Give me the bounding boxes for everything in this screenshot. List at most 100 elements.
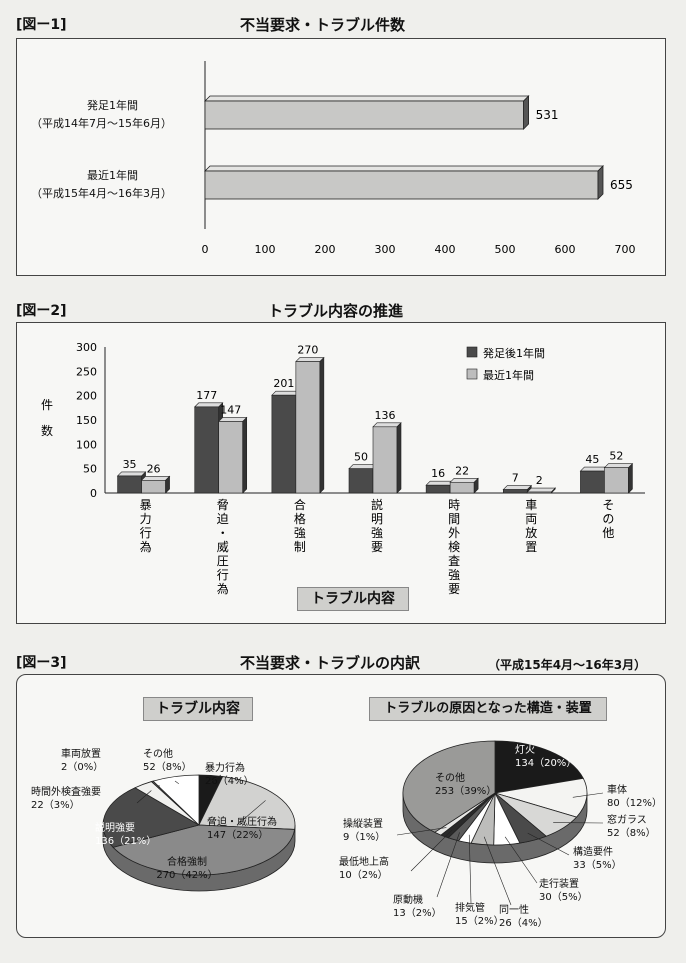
fig3-pie1-pct-6: 52（8%） (143, 761, 192, 773)
fig1-value-1: 655 (610, 178, 633, 192)
fig2-value-0-6: 45 (585, 453, 599, 466)
fig3-pie2-pct-3: 33（5%） (573, 859, 622, 871)
fig2-bar-0-5 (502, 489, 528, 494)
fig2-value-0-4: 16 (431, 467, 445, 480)
fig1-xtick-1: 100 (255, 243, 276, 256)
fig2-bar-top-1-1 (217, 417, 248, 422)
fig2-bar-1-4 (449, 481, 475, 494)
fig3-pie2-slice-0 (494, 740, 584, 794)
fig3-pie2-label-2: 窓ガラス (607, 813, 647, 826)
fig3-pie2-leader-5 (483, 836, 512, 906)
fig2-value-1-2: 270 (297, 344, 318, 357)
fig3-charts: 暴力行為26（4%）脅迫・威圧行為147（22%）合格強制270（42%）説明強… (31, 740, 662, 929)
fig1-bar-0 (204, 100, 525, 130)
fig1-value-0: 531 (536, 108, 559, 122)
fig2-xtick-6-char-2: 他 (602, 526, 614, 540)
fig2-xtick-0-char-3: 為 (140, 540, 152, 554)
fig2-bar-top-1-4 (449, 477, 479, 483)
fig2-bar-1-5 (526, 491, 552, 494)
fig3-pie1-leader-0 (208, 774, 222, 784)
fig3-pie2-slice-10 (402, 740, 496, 833)
fig2-xtick-6-char-1: の (602, 512, 614, 526)
fig2-xtick-5-char-1: 両 (525, 512, 537, 526)
fig2-bar-0-0 (117, 475, 142, 494)
fig3-pie1-label-1: 脅迫・威圧行為 (207, 815, 277, 828)
fig2-value-0-2: 201 (273, 377, 294, 390)
fig3-pie2-label-3: 構造要件 (573, 845, 613, 858)
fig3-pie1-leader-6 (174, 780, 180, 785)
fig2-legend-label-1: 最近1年間 (483, 368, 534, 382)
fig2-bar-1-2 (295, 361, 321, 494)
fig3-pie2-label-10: その他 (435, 771, 465, 784)
fig2-ytick-0: 0 (90, 487, 97, 500)
fig2-bar-side-1-0 (165, 475, 170, 494)
fig2-xtick-5-char-2: 放 (525, 525, 537, 540)
fig3-pie2-label-4: 走行装置 (539, 877, 579, 890)
fig2-label: [図ー2] (16, 303, 67, 319)
fig2-bar-0-3 (348, 468, 374, 494)
fig2-bar-side-1-6 (628, 462, 633, 494)
fig2-ylabel-char-1: 数 (41, 423, 53, 438)
fig2-xtick-1-char-1: 迫 (217, 512, 229, 526)
fig2-ytick-3: 150 (76, 414, 97, 427)
fig1-xtick-6: 600 (555, 243, 576, 256)
fig2-xtick-4-char-4: 査 (448, 554, 460, 568)
fig2-xtick-1-char-6: 為 (217, 582, 229, 596)
fig3-pie2-pct-10: 253（39%） (435, 785, 496, 797)
fig3-pie1-label-6: その他 (143, 747, 173, 760)
fig3-pie1-label-5: 車両放置 (61, 747, 101, 760)
fig3-pie1-slice-6 (152, 774, 200, 826)
fig3-pie2-leader-4 (504, 836, 538, 884)
fig2-legend-swatch-0 (466, 346, 478, 358)
fig2-bar-side-1-4 (473, 477, 479, 494)
fig3-pie1-pct-3: 136（21%） (95, 835, 156, 847)
fig1-panel: 発足1年間 （平成14年7月〜15年6月） 最近1年間 （平成15年4月〜16年… (16, 38, 666, 276)
fig3-period: （平成15年4月〜16年3月） (488, 658, 647, 672)
fig3-pie1-pct-0: 26（4%） (205, 775, 254, 787)
fig2-bar-1-1 (218, 421, 244, 494)
fig1-chart: 0 100 200 300 400 500 600 700 531 655 (202, 61, 636, 256)
fig2-bar-side-1-2 (319, 356, 325, 494)
fig2-bar-side-1-1 (242, 416, 248, 494)
fig2-bar-top-1-2 (295, 357, 325, 362)
fig2-value-1-6: 52 (609, 450, 623, 463)
fig2-xtick-4-char-2: 外 (448, 526, 460, 540)
fig3-pie1-pct-2: 270（42%） (156, 869, 217, 881)
fig1-cat-1-line1: 最近1年間 (87, 169, 138, 182)
fig3-pie1-slice-1 (198, 776, 296, 830)
fig1-xtick-7: 700 (615, 243, 636, 256)
fig1-xtick-3: 300 (375, 243, 396, 256)
fig2-xtick-4-char-3: 検 (448, 540, 460, 554)
fig3-pie2-pct-4: 30（5%） (539, 891, 588, 903)
fig1-cat-1-line2: （平成15年4月〜16年3月） (31, 187, 172, 200)
fig2-xtick-4-char-5: 強 (448, 568, 460, 582)
fig2-bar-1-6 (604, 467, 629, 494)
fig2-bar-1-3 (372, 426, 398, 494)
fig3-pie2-leader-3 (527, 832, 570, 856)
fig1-bar-top-0 (204, 95, 530, 102)
fig3-pie2-label-5: 同一性 (499, 903, 529, 916)
fig3-pie2-title: トラブルの原因となった構造・装置 (369, 697, 607, 721)
fig2-xtick-3-char-3: 要 (371, 540, 383, 554)
fig1-cat-0-line1: 発足1年間 (87, 99, 138, 112)
fig2-xtick-5-char-0: 車 (525, 498, 537, 512)
fig3-pie2-pct-2: 52（8%） (607, 827, 656, 839)
fig2-bar-1-0 (141, 480, 166, 494)
fig1-label: [図ー1] (16, 17, 67, 33)
fig2-bar-top-1-3 (372, 422, 402, 428)
fig2-xtick-4-char-1: 間 (448, 512, 460, 526)
fig2-ylabel-char-0: 件 (41, 398, 53, 412)
fig3-label: [図ー3] (16, 655, 67, 671)
fig3-pie2-pct-8: 10（2%） (339, 869, 388, 881)
fig2-xtick-4-char-6: 要 (448, 582, 460, 596)
fig3-pie1-leader-4 (136, 790, 152, 804)
fig2-xtick-0-char-0: 暴 (140, 498, 152, 512)
fig1-xtick-5: 500 (495, 243, 516, 256)
fig2-xlabel: トラブル内容 (297, 587, 409, 611)
fig2-xtick-1-char-2: ・ (217, 526, 229, 540)
fig2-value-1-5: 2 (536, 474, 543, 487)
fig1-bar-top-1 (204, 165, 604, 172)
fig3-pie2-pct-6: 15（2%） (455, 915, 504, 927)
fig2-ytick-4: 200 (76, 390, 97, 403)
